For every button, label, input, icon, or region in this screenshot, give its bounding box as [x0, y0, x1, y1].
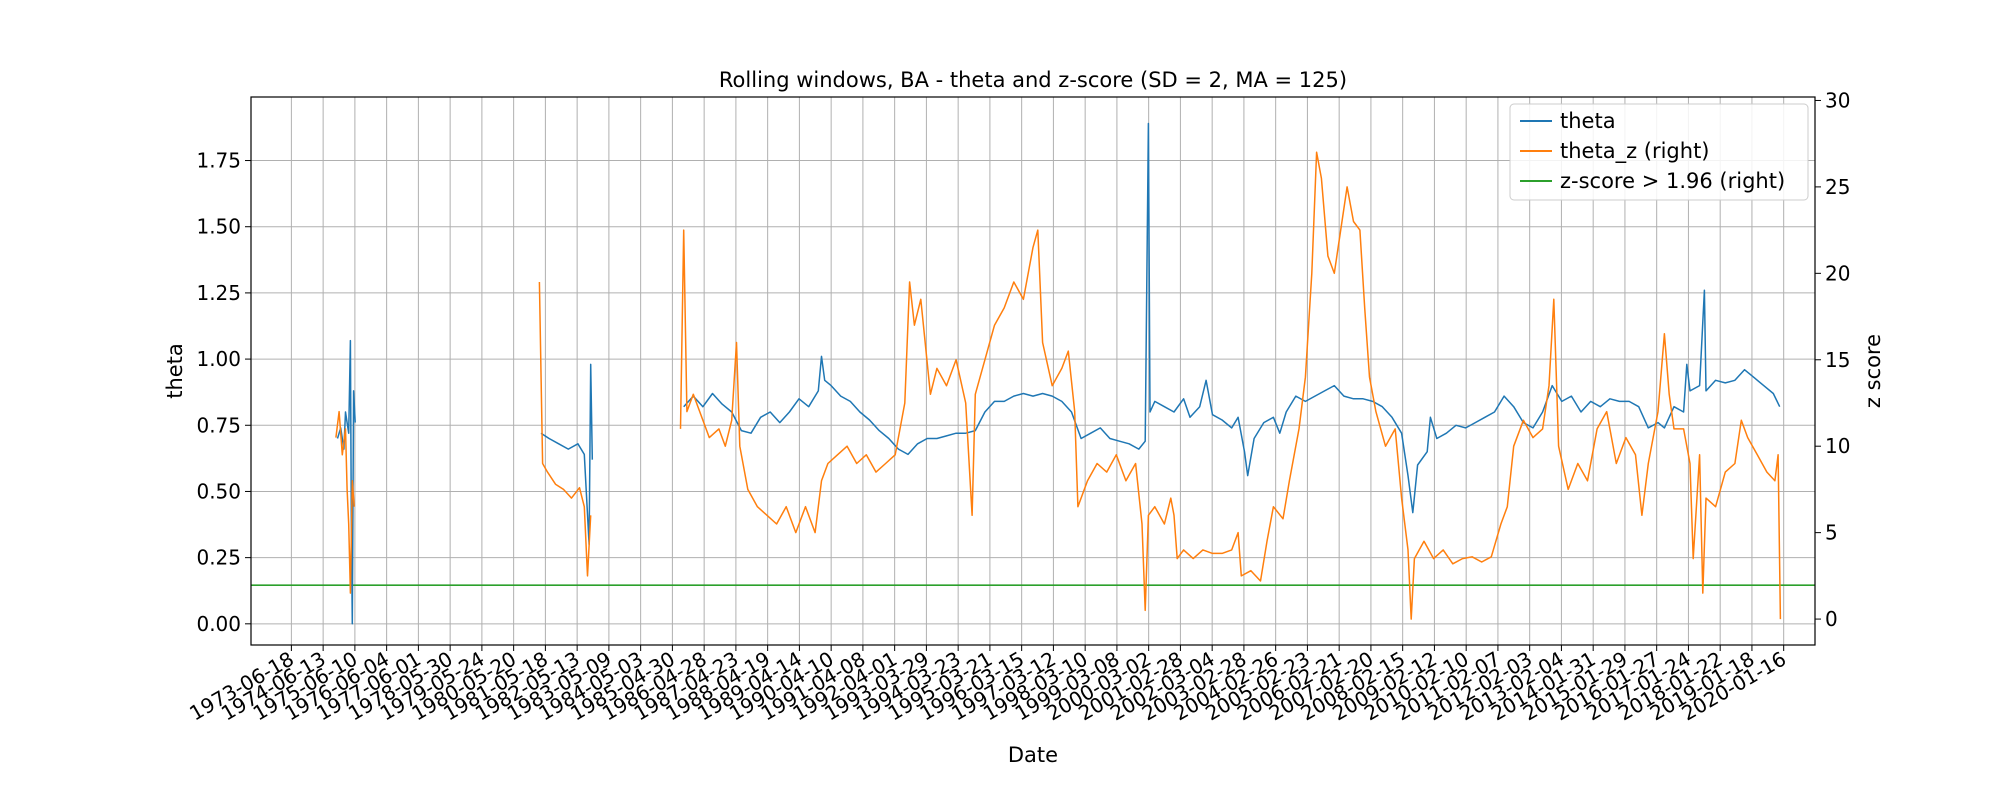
y-tick-label-right: 10 — [1825, 434, 1850, 458]
y-tick-label-right: 20 — [1825, 261, 1850, 285]
y-tick-label-left: 1.25 — [196, 281, 241, 305]
y-axis-label-right: z score — [1861, 334, 1885, 408]
legend: theta theta_z (right) z-score > 1.96 (ri… — [1509, 103, 1809, 201]
series-layer — [251, 122, 1815, 625]
y-tick-label-right: 30 — [1825, 88, 1850, 112]
legend-box — [1509, 103, 1809, 201]
y-tick-label-left: 0.75 — [196, 413, 241, 437]
plot-frame — [250, 96, 1816, 646]
ticks-layer: 0.00 0.25 0.50 0.75 1.00 1.25 1.50 1.75 0 5 10 15 20… — [185, 88, 1850, 725]
legend-entry-theta-z: theta_z (right) — [1560, 139, 1710, 164]
y-tick-label-left: 0.50 — [196, 479, 241, 503]
legend-entry-theta: theta — [1560, 109, 1616, 133]
series-line-0 — [336, 339, 356, 625]
y-tick-label-left: 1.50 — [196, 215, 241, 239]
series-line-0 — [540, 363, 594, 546]
y-tick-label-right: 0 — [1825, 607, 1838, 631]
y-tick-label-left: 0.00 — [196, 612, 241, 636]
y-tick-label-left: 0.25 — [196, 546, 241, 570]
series-line-1 — [679, 151, 1782, 620]
series-line-1 — [335, 410, 355, 594]
y-tick-label-right: 5 — [1825, 521, 1838, 545]
y-tick-label-right: 25 — [1825, 175, 1850, 199]
grid-layer — [251, 97, 1815, 645]
y-tick-label-left: 1.00 — [196, 347, 241, 371]
x-axis-label: Date — [1008, 743, 1058, 767]
y-tick-label-right: 15 — [1825, 348, 1850, 372]
legend-entry-zscore-threshold: z-score > 1.96 (right) — [1560, 169, 1785, 193]
y-tick-label-left: 1.75 — [196, 149, 241, 173]
series-line-1 — [538, 281, 592, 577]
series-line-0 — [683, 122, 1781, 514]
chart-title: Rolling windows, BA - theta and z-score … — [719, 68, 1347, 92]
y-axis-label-left: theta — [163, 343, 187, 399]
